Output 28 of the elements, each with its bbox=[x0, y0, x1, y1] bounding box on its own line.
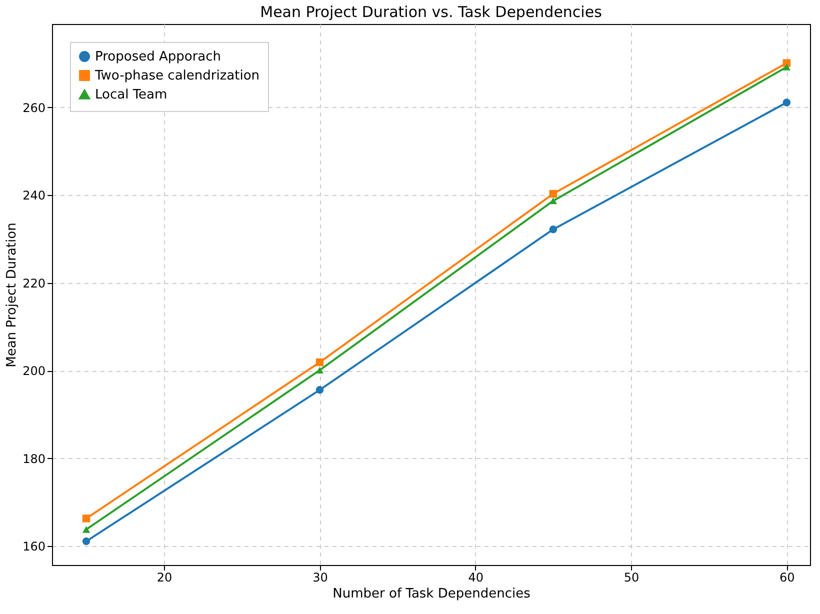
x-tick-label: 40 bbox=[468, 570, 484, 584]
y-tick-label: 160 bbox=[22, 540, 46, 554]
y-axis-title: Mean Project Duration bbox=[4, 222, 20, 368]
y-tick-label: 240 bbox=[22, 188, 46, 203]
x-tick-label: 50 bbox=[624, 570, 640, 584]
y-tick-label: 220 bbox=[22, 276, 46, 290]
y-tick-label: 200 bbox=[22, 364, 46, 378]
legend-label: Two-phase calendrization bbox=[94, 68, 260, 84]
x-tick-label: 30 bbox=[312, 570, 328, 584]
point bbox=[316, 366, 324, 374]
y-tick-label: 260 bbox=[22, 100, 46, 115]
point bbox=[549, 225, 558, 234]
point bbox=[82, 537, 90, 546]
chart-title: Mean Project Duration vs. Task Dependencies bbox=[260, 3, 602, 21]
y-tick-label: 180 bbox=[22, 452, 46, 466]
point bbox=[549, 197, 558, 204]
point bbox=[82, 514, 90, 522]
point bbox=[549, 190, 558, 198]
x-axis-title: Number of Task Dependencies bbox=[332, 586, 531, 602]
point bbox=[316, 386, 324, 394]
legend-label: Local Team bbox=[95, 88, 168, 102]
x-tick-label: 60 bbox=[780, 570, 795, 584]
point bbox=[782, 64, 791, 70]
point bbox=[82, 526, 90, 533]
x-tick-label: 20 bbox=[156, 570, 172, 584]
legend-label: Proposed Apporach bbox=[95, 50, 222, 64]
point bbox=[782, 98, 791, 106]
point bbox=[316, 358, 324, 366]
